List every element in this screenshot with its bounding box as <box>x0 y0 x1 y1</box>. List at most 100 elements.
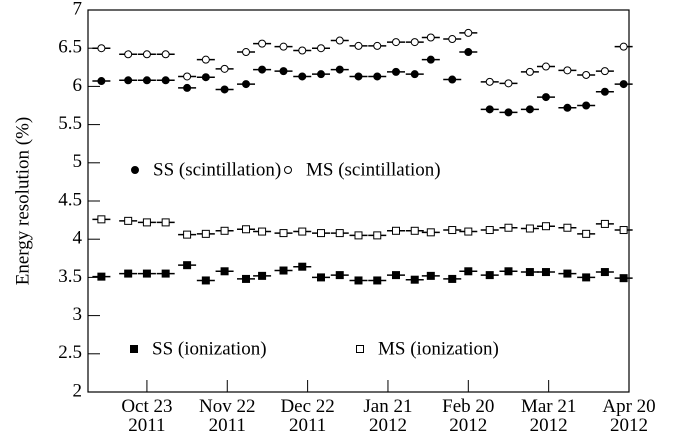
point <box>317 229 326 238</box>
point <box>124 269 133 278</box>
point <box>464 28 473 37</box>
point <box>582 273 591 282</box>
legend-marker <box>130 345 138 353</box>
point <box>582 101 591 110</box>
point <box>426 271 435 280</box>
point <box>258 227 267 236</box>
point <box>279 67 288 76</box>
point <box>317 44 326 53</box>
point <box>391 67 400 76</box>
point <box>335 229 344 238</box>
point <box>563 223 572 232</box>
point <box>448 35 457 44</box>
point <box>183 83 192 92</box>
point <box>410 275 419 284</box>
x-tick-label: Feb 20 2012 <box>442 396 495 436</box>
point <box>183 261 192 270</box>
point <box>354 41 363 50</box>
point <box>541 93 550 102</box>
point <box>279 266 288 275</box>
point <box>504 223 513 232</box>
point <box>298 72 307 81</box>
point <box>563 66 572 75</box>
point <box>242 48 251 57</box>
point <box>485 105 494 114</box>
x-tick-label: Nov 22 2011 <box>199 396 256 436</box>
point <box>298 262 307 271</box>
y-axis-label: Energy resolution (%) <box>12 117 33 286</box>
point <box>142 76 151 85</box>
point <box>183 72 192 81</box>
point <box>619 274 628 283</box>
point <box>124 76 133 85</box>
point <box>426 228 435 237</box>
y-tick-label: 5 <box>73 151 83 172</box>
point <box>391 271 400 280</box>
legend-label: SS (scintillation) <box>153 159 281 180</box>
point <box>354 231 363 240</box>
point <box>220 85 229 94</box>
point <box>391 38 400 47</box>
point <box>335 65 344 74</box>
point <box>426 55 435 64</box>
point <box>525 67 534 76</box>
point <box>220 267 229 276</box>
point <box>373 72 382 81</box>
point <box>541 222 550 231</box>
point <box>242 80 251 89</box>
point <box>258 39 267 48</box>
x-tick-label: Apr 20 2012 <box>602 396 656 436</box>
point <box>317 273 326 282</box>
point <box>298 227 307 236</box>
legend-marker <box>131 166 139 174</box>
point <box>97 215 106 224</box>
point <box>373 276 382 285</box>
point <box>97 44 106 53</box>
point <box>619 42 628 51</box>
x-tick-label: Jan 21 2012 <box>363 396 413 436</box>
point <box>525 105 534 114</box>
point <box>161 218 170 227</box>
point <box>354 276 363 285</box>
y-tick-label: 5.5 <box>58 113 82 134</box>
point <box>201 276 210 285</box>
point <box>485 226 494 235</box>
point <box>541 268 550 277</box>
point <box>161 50 170 59</box>
point <box>600 87 609 96</box>
point <box>504 267 513 276</box>
point <box>373 231 382 240</box>
point <box>619 226 628 235</box>
point <box>582 229 591 238</box>
x-tick-label: Mar 21 2012 <box>520 396 577 436</box>
point <box>563 103 572 112</box>
point <box>142 50 151 59</box>
legend-marker <box>284 166 292 174</box>
y-tick-label: 4 <box>73 228 83 249</box>
point <box>600 219 609 228</box>
legend-label: MS (ionization) <box>378 338 499 359</box>
point <box>298 46 307 55</box>
point <box>161 269 170 278</box>
point <box>504 79 513 88</box>
point <box>124 50 133 59</box>
point <box>410 70 419 79</box>
point <box>317 70 326 79</box>
point <box>279 42 288 51</box>
legend-label: SS (ionization) <box>152 338 267 359</box>
point <box>464 48 473 57</box>
legend-label: MS (scintillation) <box>306 159 441 180</box>
point <box>410 38 419 47</box>
y-tick-label: 7 <box>73 0 83 19</box>
point <box>201 55 210 64</box>
point <box>619 80 628 89</box>
y-tick-label: 3 <box>73 304 83 325</box>
y-tick-label: 6 <box>73 75 83 96</box>
point <box>220 64 229 73</box>
legend-marker <box>356 345 364 353</box>
point <box>279 229 288 238</box>
point <box>582 70 591 79</box>
point <box>142 269 151 278</box>
